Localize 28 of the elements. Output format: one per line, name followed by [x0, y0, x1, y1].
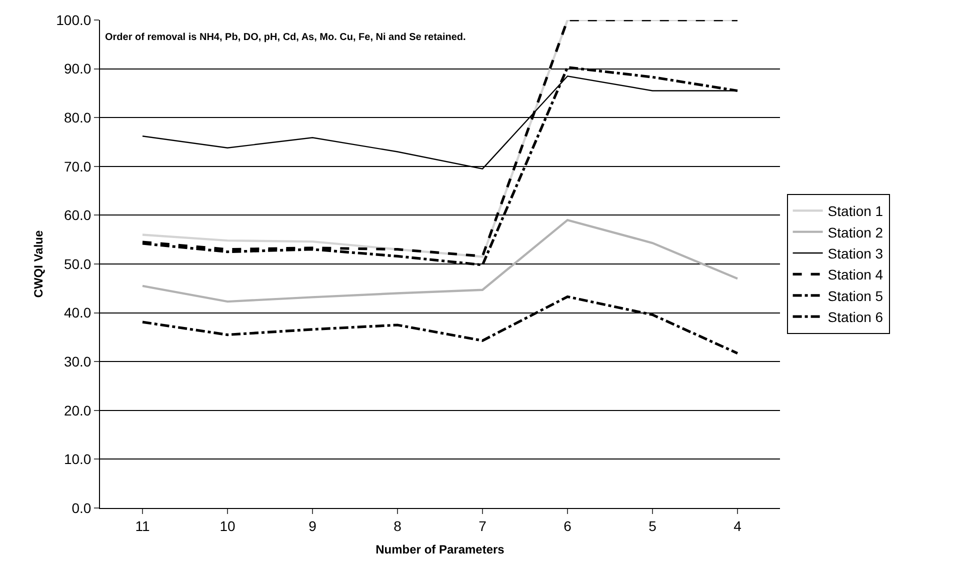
y-tick-label: 0.0: [72, 500, 92, 516]
legend-label: Station 3: [828, 245, 884, 262]
y-tick-label: 70.0: [64, 158, 92, 174]
y-tick-label: 40.0: [64, 304, 92, 321]
y-tick-label: 20.0: [64, 402, 92, 418]
annotation: Order of removal is NH4, Pb, DO, pH, Cd, As, Mo. Cu, Fe, Ni and Se retained.: [105, 32, 466, 43]
legend-label: Station 2: [828, 224, 884, 240]
y-tick-label: 90.0: [64, 60, 92, 77]
x-tick-label: 6: [564, 518, 572, 534]
x-tick-label: 8: [394, 518, 402, 534]
y-tick-label: 80.0: [64, 110, 92, 126]
x-tick-label: 9: [308, 518, 317, 534]
x-tick-label: 7: [478, 518, 487, 534]
legend-label: Station 6: [828, 309, 884, 326]
x-axis-title: Number of Parameters: [376, 542, 505, 557]
x-tick-label: 11: [135, 518, 150, 534]
x-tick-label: 10: [220, 518, 236, 534]
y-tick-label: 50.0: [64, 256, 92, 272]
x-tick-label: 5: [648, 518, 657, 534]
legend-label: Station 5: [828, 288, 884, 304]
y-tick-label: 10.0: [64, 451, 92, 468]
y-tick-label: 30.0: [64, 354, 92, 370]
y-tick-label: 60.0: [64, 207, 92, 224]
legend-label: Station 1: [828, 203, 884, 220]
legend-label: Station 4: [828, 266, 884, 283]
y-tick-label: 100.0: [56, 12, 92, 28]
y-axis-title: CWQI Value: [31, 230, 46, 298]
x-tick-label: 4: [734, 518, 742, 534]
